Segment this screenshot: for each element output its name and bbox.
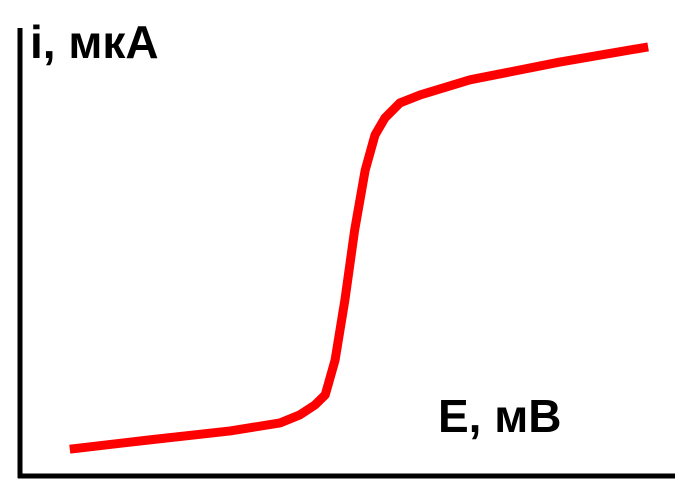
y-axis-label: i, мкА [30, 16, 159, 68]
curve [69, 42, 649, 454]
x-axis-label: E, мВ [438, 390, 562, 442]
